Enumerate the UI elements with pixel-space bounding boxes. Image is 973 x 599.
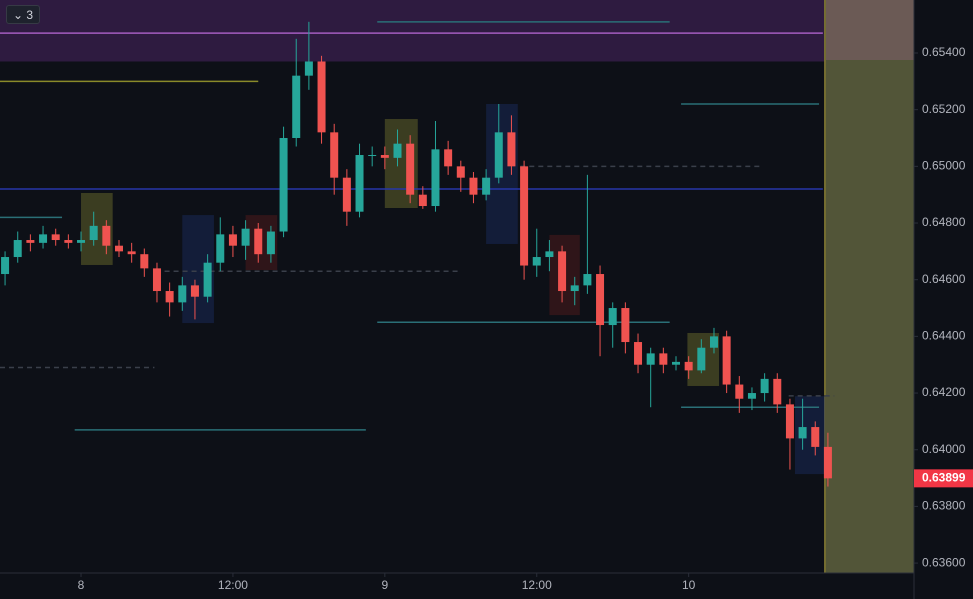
candle-body <box>165 291 174 303</box>
y-tick-label: 0.63800 <box>922 499 966 513</box>
candle-body <box>583 274 592 286</box>
candle-body <box>216 234 225 263</box>
last-price-label: 0.63899 <box>922 471 966 485</box>
y-tick-label: 0.64000 <box>922 442 966 456</box>
candle-body <box>709 336 718 348</box>
candle-body <box>760 378 769 394</box>
candle-body <box>292 75 301 139</box>
candle-body <box>317 61 326 133</box>
candle-body <box>39 234 48 243</box>
candle-body <box>241 228 250 246</box>
candle-body <box>190 285 199 297</box>
y-tick-label: 0.64600 <box>922 272 966 286</box>
candle-body <box>558 251 567 292</box>
candle-body <box>406 143 415 195</box>
candle-body <box>89 225 98 241</box>
candle-body <box>659 353 668 365</box>
candle-body <box>494 132 503 178</box>
candle-body <box>279 138 288 232</box>
candle-body <box>785 404 794 439</box>
indicator-count: 3 <box>26 8 34 22</box>
projection-area <box>826 60 914 573</box>
candle-body <box>254 228 263 255</box>
candle-body <box>152 268 161 292</box>
x-tick-label: 12:00 <box>522 578 552 592</box>
candle-body <box>418 194 427 207</box>
y-tick-label: 0.64200 <box>922 385 966 399</box>
candle-body <box>469 177 478 195</box>
last-price-marker <box>914 469 973 488</box>
y-tick-label: 0.65400 <box>922 45 966 59</box>
candle-body <box>64 240 73 243</box>
candle-body <box>342 177 351 212</box>
y-tick-label: 0.63600 <box>922 555 966 569</box>
candle-body <box>798 427 807 439</box>
candle-body <box>266 231 275 255</box>
candle-body <box>456 166 465 178</box>
y-tick-label: 0.65000 <box>922 159 966 173</box>
candle-body <box>102 225 111 246</box>
candle-body <box>520 166 529 266</box>
x-tick-label: 9 <box>381 578 388 592</box>
candle-body <box>26 240 35 243</box>
candle-body <box>13 240 22 258</box>
candle-body <box>355 155 364 212</box>
candle-body <box>735 384 744 399</box>
x-tick-label: 8 <box>78 578 85 592</box>
candle-body <box>634 342 643 365</box>
candle-body <box>1 257 10 275</box>
candle-body <box>697 347 706 371</box>
candle-body <box>444 149 453 167</box>
candle-body <box>570 285 579 292</box>
candle-body <box>203 262 212 297</box>
candle-body <box>393 143 402 158</box>
projection-top <box>826 0 914 60</box>
candle-body <box>228 234 237 246</box>
y-tick-label: 0.65200 <box>922 102 966 116</box>
candle-body <box>823 446 832 479</box>
candle-body <box>51 234 60 241</box>
candle-body <box>608 308 617 326</box>
zone <box>0 0 825 62</box>
candle-body <box>178 285 187 303</box>
candle-body <box>811 427 820 447</box>
candle-body <box>747 393 756 399</box>
candle-body <box>330 132 339 178</box>
candle-body <box>545 251 554 258</box>
x-tick-label: 12:00 <box>218 578 248 592</box>
indicator-toggle[interactable]: ⌄ 3 <box>6 5 40 24</box>
candle-body <box>114 245 123 252</box>
candle-body <box>672 361 681 365</box>
x-tick-label: 10 <box>682 578 696 592</box>
candle-body <box>646 353 655 365</box>
candle-body <box>507 132 516 167</box>
candle-body <box>684 361 693 371</box>
candle-body <box>532 257 541 266</box>
candle-body <box>368 155 377 157</box>
candle-body <box>127 251 136 255</box>
candle-body <box>380 155 389 158</box>
y-tick-label: 0.64400 <box>922 329 966 343</box>
candle-body <box>140 254 149 269</box>
candle-body <box>77 240 86 243</box>
candle-body <box>722 336 731 385</box>
candle-body <box>621 308 630 343</box>
candle-body <box>482 177 491 195</box>
plot <box>0 0 835 487</box>
candle-body <box>304 61 313 76</box>
candle-body <box>431 149 440 207</box>
candle-body <box>773 378 782 405</box>
candle-body <box>596 274 605 326</box>
y-tick-label: 0.64800 <box>922 215 966 229</box>
